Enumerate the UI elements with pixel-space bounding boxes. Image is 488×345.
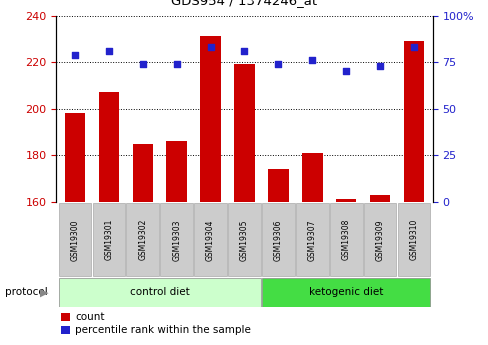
Bar bbox=[64, 113, 85, 202]
Bar bbox=[59, 203, 91, 276]
Bar bbox=[166, 141, 186, 202]
Bar bbox=[99, 92, 119, 202]
Bar bbox=[126, 203, 159, 276]
Point bbox=[375, 63, 383, 69]
Text: GSM19305: GSM19305 bbox=[240, 219, 248, 260]
Point bbox=[409, 45, 417, 50]
Bar bbox=[200, 37, 220, 202]
Bar bbox=[397, 203, 429, 276]
Bar bbox=[194, 203, 226, 276]
Text: ▶: ▶ bbox=[41, 287, 49, 297]
Point bbox=[71, 52, 79, 57]
Text: GSM19301: GSM19301 bbox=[104, 219, 113, 260]
Point bbox=[206, 45, 214, 50]
Text: GSM19307: GSM19307 bbox=[307, 219, 316, 260]
Bar bbox=[262, 278, 429, 307]
Point bbox=[240, 48, 248, 54]
Bar bbox=[132, 144, 153, 202]
Text: GSM19308: GSM19308 bbox=[341, 219, 350, 260]
Bar bbox=[295, 203, 328, 276]
Text: GSM19306: GSM19306 bbox=[273, 219, 283, 260]
Text: ketogenic diet: ketogenic diet bbox=[308, 287, 383, 297]
Bar bbox=[234, 65, 254, 202]
Point bbox=[274, 61, 282, 67]
Point bbox=[139, 61, 146, 67]
Bar bbox=[160, 203, 193, 276]
Point bbox=[342, 69, 349, 74]
Point bbox=[105, 48, 113, 54]
Bar bbox=[59, 278, 260, 307]
Bar bbox=[363, 203, 396, 276]
Bar bbox=[92, 203, 125, 276]
Text: GDS954 / 1374246_at: GDS954 / 1374246_at bbox=[171, 0, 317, 7]
Bar bbox=[262, 203, 294, 276]
Legend: count, percentile rank within the sample: count, percentile rank within the sample bbox=[61, 312, 250, 335]
Text: control diet: control diet bbox=[129, 287, 189, 297]
Text: GSM19302: GSM19302 bbox=[138, 219, 147, 260]
Text: protocol: protocol bbox=[5, 287, 47, 297]
Text: GSM19310: GSM19310 bbox=[409, 219, 418, 260]
Point bbox=[308, 58, 316, 63]
Bar bbox=[228, 203, 260, 276]
Text: GSM19309: GSM19309 bbox=[375, 219, 384, 260]
Bar bbox=[329, 203, 362, 276]
Bar bbox=[335, 199, 356, 202]
Text: GSM19300: GSM19300 bbox=[70, 219, 79, 260]
Text: GSM19303: GSM19303 bbox=[172, 219, 181, 260]
Point bbox=[172, 61, 180, 67]
Bar bbox=[302, 153, 322, 202]
Bar bbox=[268, 169, 288, 202]
Bar bbox=[403, 41, 424, 202]
Text: GSM19304: GSM19304 bbox=[205, 219, 215, 260]
Bar bbox=[369, 195, 389, 202]
